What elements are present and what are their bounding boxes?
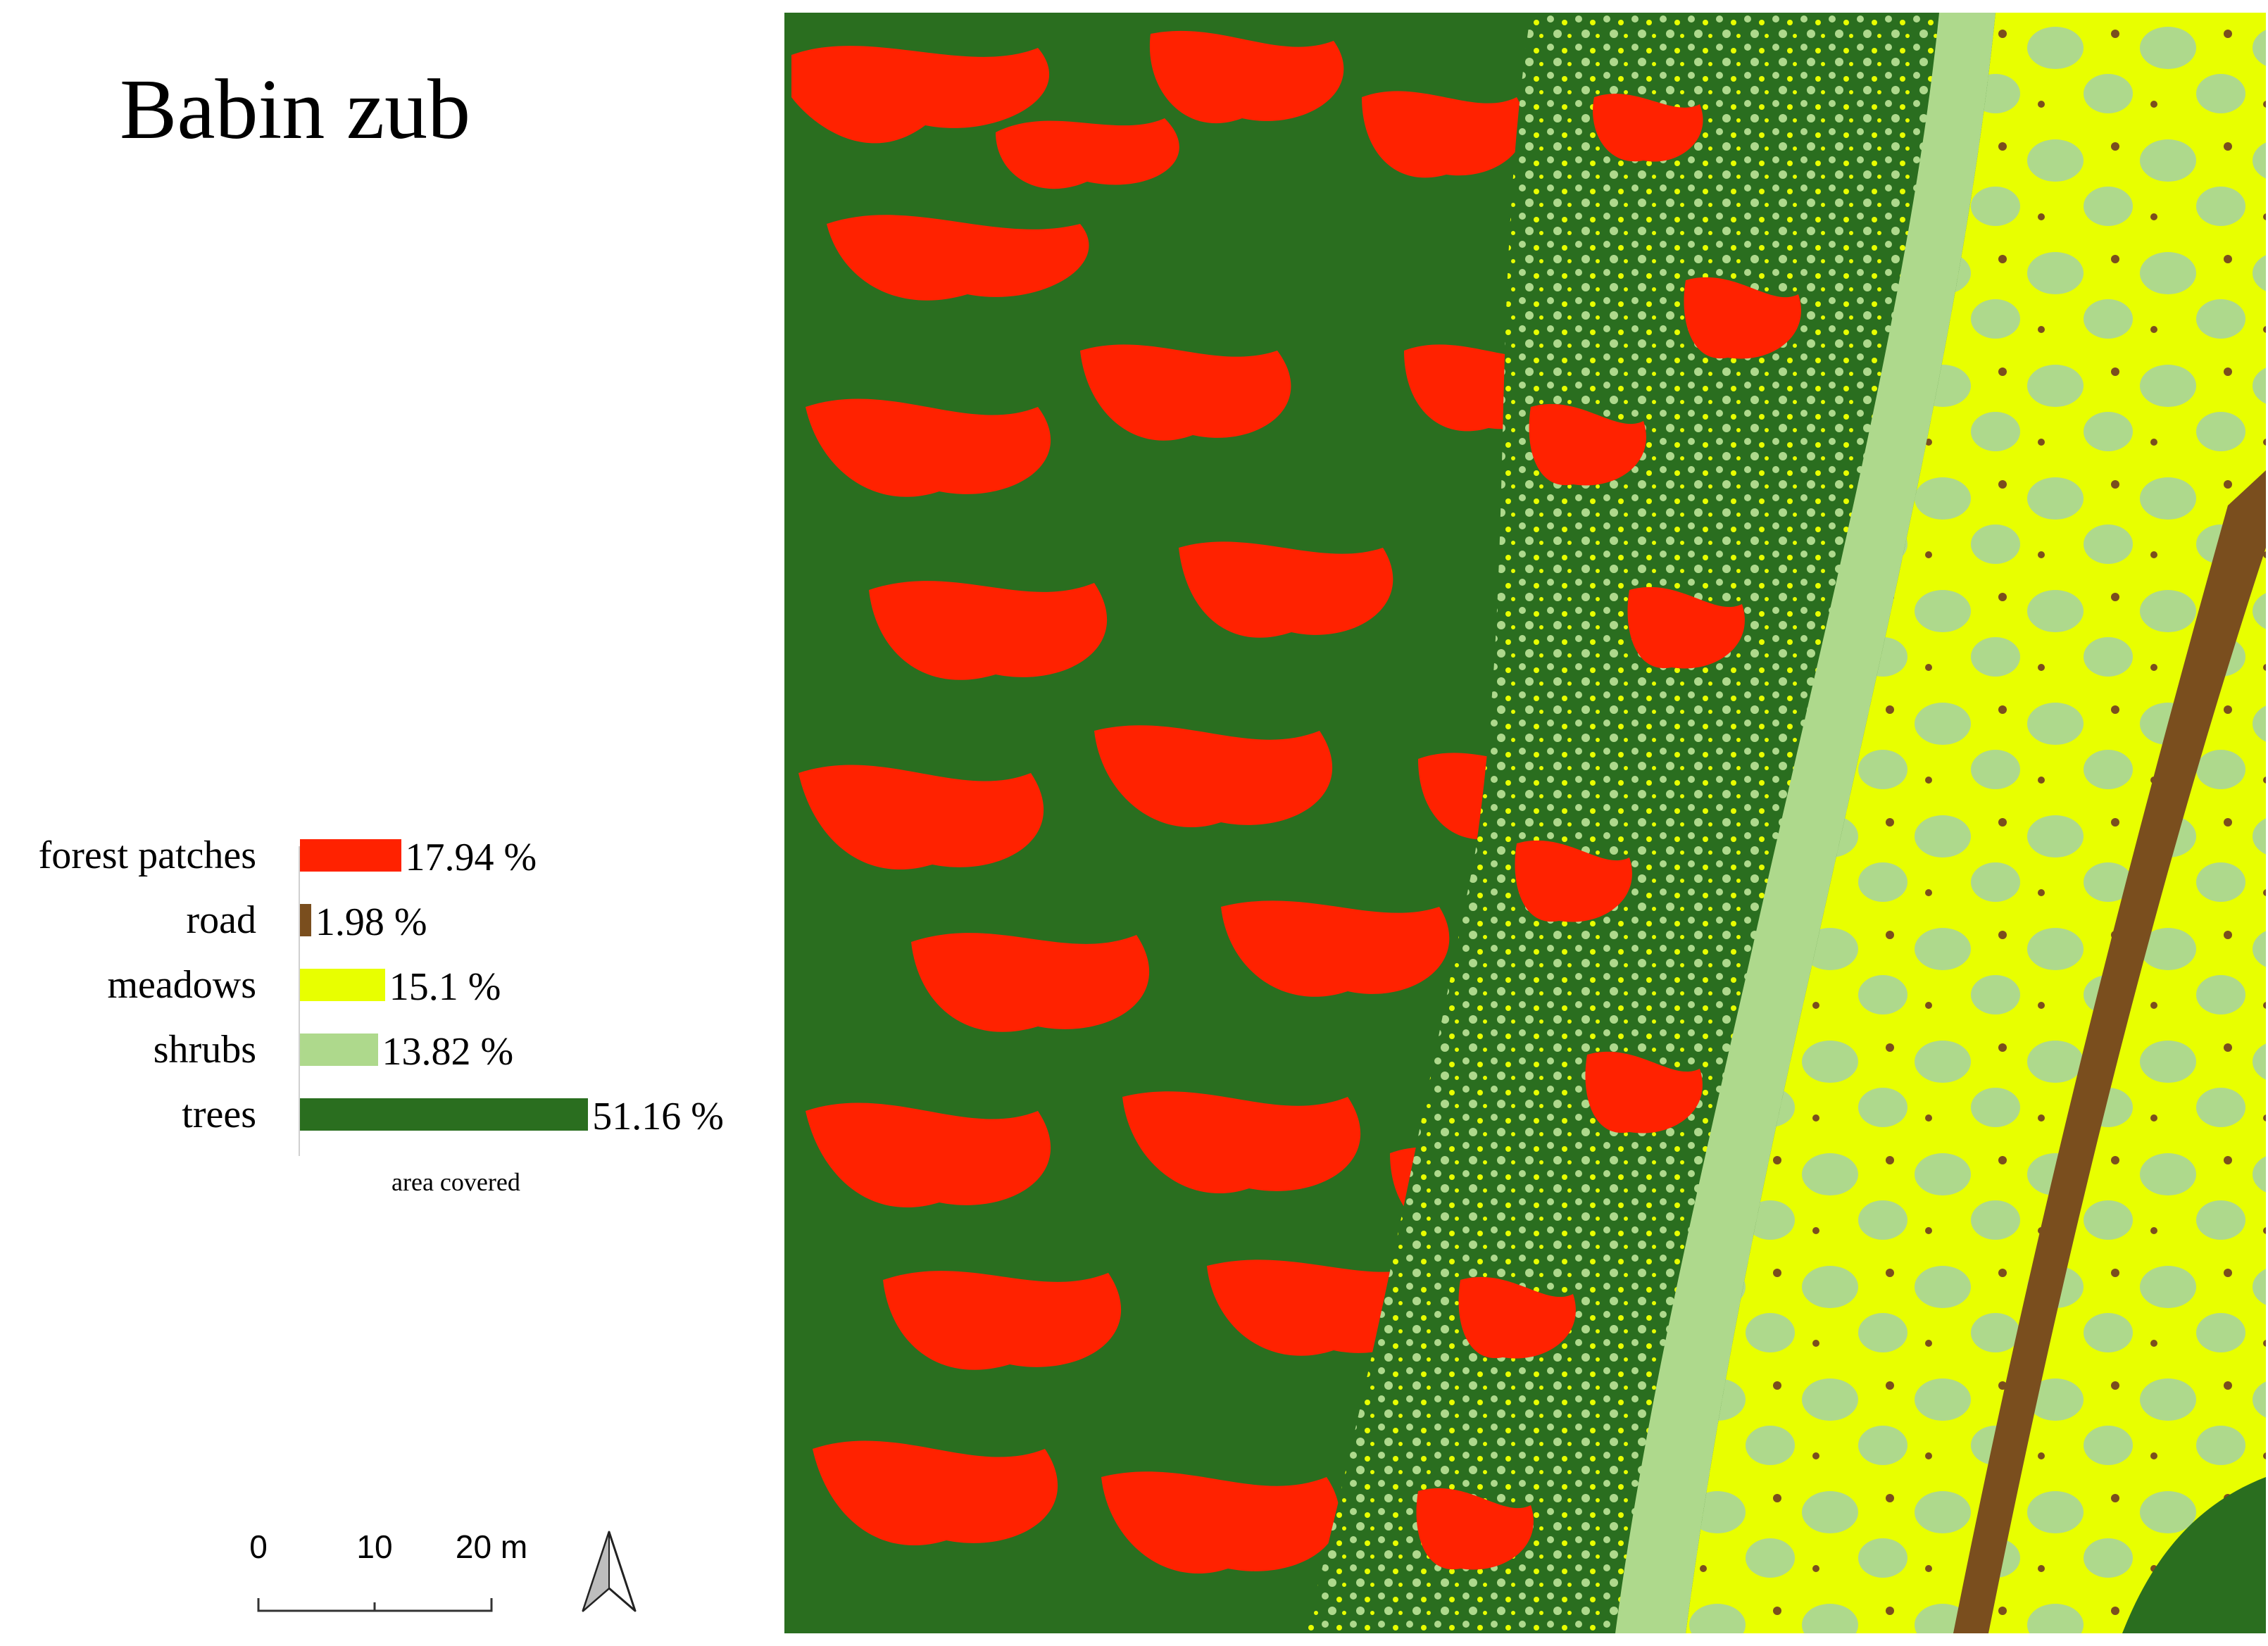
land-cover-map	[784, 13, 2266, 1633]
legend-bar	[300, 1098, 589, 1131]
legend-value: 15.1 %	[389, 965, 501, 1009]
scale-label-20: 20 m	[455, 1528, 528, 1565]
legend-label: forest patches	[38, 834, 256, 877]
map-title: Babin zub	[120, 62, 471, 157]
legend-value: 13.82 %	[382, 1030, 514, 1074]
legend-bar	[300, 1034, 378, 1066]
legend-bar	[300, 839, 401, 872]
legend-label: road	[186, 898, 256, 942]
road	[1953, 470, 2266, 1633]
legend: forest patches 17.94 % road 1.98 % meado…	[0, 831, 775, 1211]
legend-caption: area covered	[391, 1168, 520, 1196]
legend-label: shrubs	[153, 1028, 256, 1072]
shrub-edge-band	[1615, 13, 1996, 1633]
legend-bar	[300, 969, 385, 1001]
meadows-shrubs-zone	[1686, 13, 2266, 1633]
legend-value: 51.16 %	[592, 1095, 724, 1138]
north-arrow-icon	[582, 1531, 637, 1612]
legend-row-meadows: meadows 15.1 %	[0, 960, 775, 1010]
scale-bar: 0 10 20 m	[225, 1528, 637, 1619]
legend-row-road: road 1.98 %	[0, 896, 775, 945]
forest-corner	[2122, 1477, 2266, 1633]
forest-patches-layer	[791, 30, 1581, 1574]
legend-value: 17.94 %	[405, 836, 537, 879]
scale-bar-line	[257, 1598, 493, 1612]
forest-patches-mixed-zone	[1416, 94, 1801, 1570]
legend-row-shrubs: shrubs 13.82 %	[0, 1025, 775, 1074]
legend-label: meadows	[107, 963, 256, 1007]
legend-value: 1.98 %	[315, 900, 427, 944]
legend-label: trees	[182, 1093, 256, 1136]
mixed-woodland-zone	[1305, 13, 1996, 1633]
scale-label-10: 10	[356, 1528, 393, 1565]
legend-row-trees: trees 51.16 %	[0, 1090, 775, 1139]
legend-axis-line	[299, 846, 300, 1156]
scale-label-0: 0	[249, 1528, 268, 1565]
legend-bar	[300, 904, 311, 936]
legend-row-forest-patches: forest patches 17.94 %	[0, 831, 775, 880]
